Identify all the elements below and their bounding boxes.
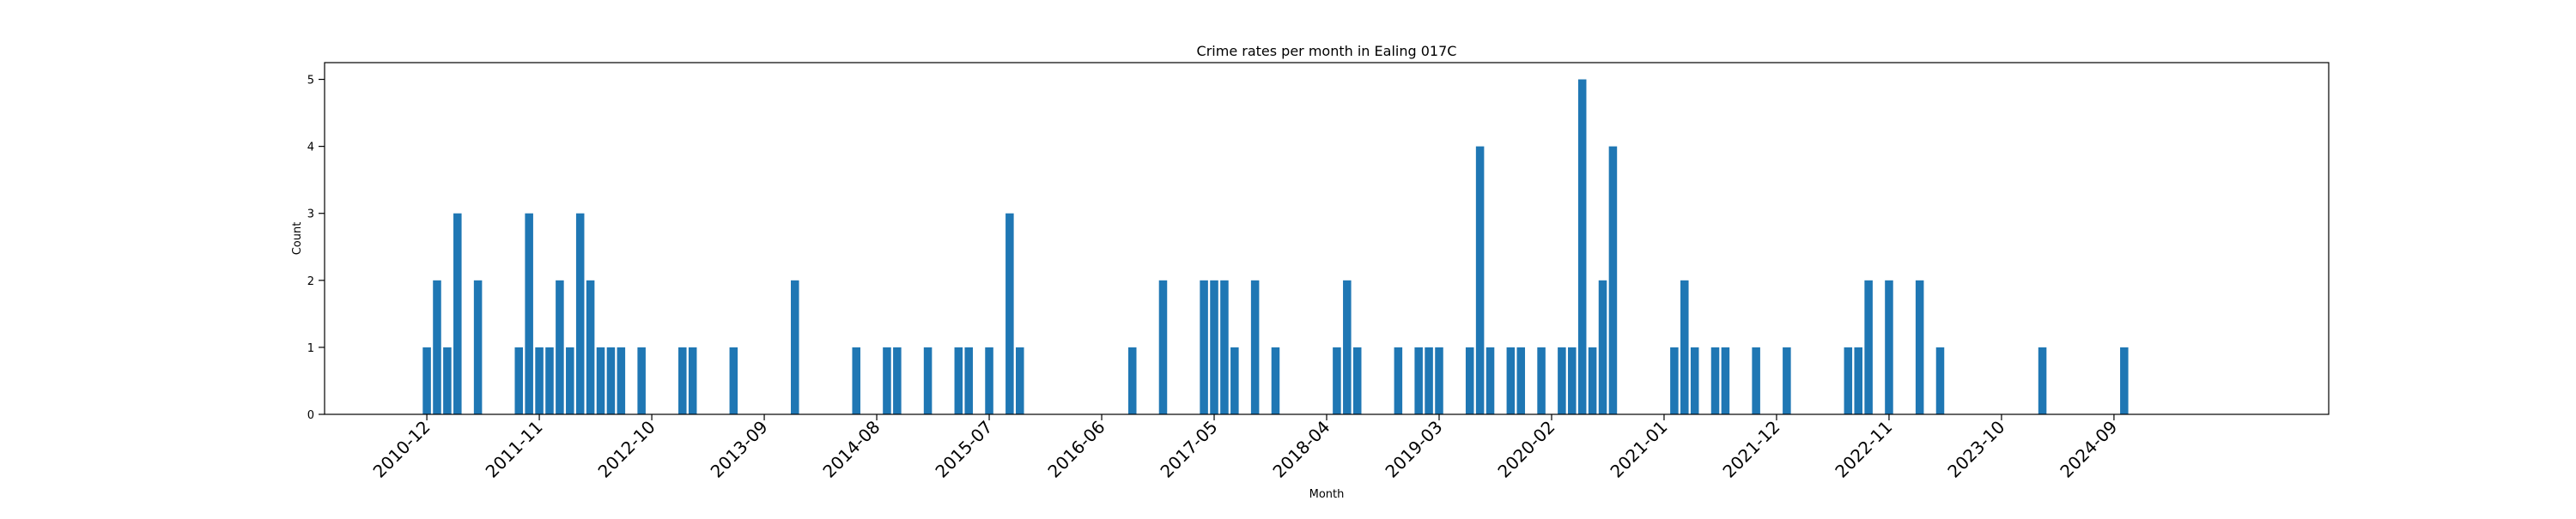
bar-2021-06 (1710, 347, 1720, 414)
y-tick-label: 4 (307, 142, 314, 154)
bar-2010-12 (422, 347, 431, 414)
bar-2017-06 (1220, 280, 1229, 414)
bar-2024-02 (2038, 347, 2047, 414)
bar-2014-10 (893, 347, 902, 414)
bar-2020-05 (1577, 79, 1587, 415)
bar-2023-04 (1935, 347, 1945, 414)
bar-2011-12 (545, 347, 554, 414)
bar-2021-10 (1752, 347, 1760, 414)
bar-2012-01 (556, 280, 564, 414)
bar-2012-05 (596, 347, 605, 414)
bar-2012-02 (566, 347, 574, 414)
bar-2011-09 (514, 347, 524, 414)
bar-2019-08 (1485, 347, 1495, 414)
bar-2016-12 (1158, 280, 1168, 414)
bar-2017-05 (1210, 280, 1218, 414)
bar-2016-09 (1127, 347, 1137, 414)
bar-2012-03 (575, 213, 585, 414)
y-axis: 0 1 2 3 4 5 (307, 75, 325, 422)
chart-title: Crime rates per month in Ealing 017C (1197, 43, 1457, 59)
bar-2019-07 (1475, 146, 1485, 414)
bar-2023-02 (1915, 280, 1924, 414)
bar-2019-02 (1425, 347, 1433, 414)
bar-2012-09 (637, 347, 646, 414)
bar-2013-02 (688, 347, 697, 414)
bar-2020-07 (1598, 280, 1607, 414)
bar-2014-09 (883, 347, 891, 414)
bar-2018-11 (1394, 347, 1403, 414)
bar-2019-10 (1506, 347, 1516, 414)
bar-2022-08 (1854, 347, 1862, 414)
bar-2020-01 (1537, 347, 1546, 414)
bar-2020-06 (1588, 347, 1597, 414)
bar-2011-05 (473, 280, 483, 414)
bar-2011-03 (453, 213, 462, 414)
bar-2018-06 (1343, 280, 1352, 414)
plot-frame (324, 62, 2330, 415)
bar-2022-11 (1885, 280, 1893, 414)
bar-2021-03 (1680, 280, 1689, 414)
bar-2021-07 (1721, 347, 1730, 414)
bar-2022-09 (1864, 280, 1873, 414)
bar-2015-01 (923, 347, 933, 414)
y-tick-label: 2 (307, 275, 314, 288)
y-tick-label: 0 (307, 409, 314, 422)
bar-2013-01 (678, 347, 687, 414)
bar-2021-02 (1670, 347, 1679, 414)
x-axis-label: Month (1309, 488, 1345, 501)
bar-2021-04 (1690, 347, 1699, 414)
bar-2014-06 (852, 347, 860, 414)
bar-2015-07 (985, 347, 993, 414)
bar-2012-07 (617, 347, 626, 414)
bar-2022-07 (1844, 347, 1853, 414)
bar-2018-05 (1333, 347, 1341, 414)
bar-2017-07 (1230, 347, 1239, 414)
bar-2015-05 (964, 347, 973, 414)
bar-2013-06 (729, 347, 738, 414)
bar-2022-01 (1783, 347, 1791, 414)
bar-2015-10 (1015, 347, 1024, 414)
y-tick-label: 1 (307, 342, 314, 355)
bars-group (422, 79, 2129, 415)
bar-2019-11 (1516, 347, 1526, 414)
bar-2019-01 (1414, 347, 1423, 414)
y-tick-label: 5 (307, 75, 314, 88)
bar-2019-03 (1435, 347, 1443, 414)
bar-2024-10 (2120, 347, 2129, 414)
bar-2011-11 (535, 347, 544, 414)
bar-2015-04 (954, 347, 963, 414)
bar-2017-09 (1250, 280, 1260, 414)
bar-2020-04 (1568, 347, 1577, 414)
bar-2015-09 (1005, 213, 1014, 414)
y-axis-label: Count (291, 222, 304, 256)
bar-2011-10 (525, 213, 533, 414)
bar-2013-12 (791, 280, 799, 414)
bar-2019-06 (1465, 347, 1474, 414)
bar-2017-11 (1271, 347, 1280, 414)
bar-2012-06 (606, 347, 616, 414)
bar-2020-03 (1558, 347, 1566, 414)
bar-2011-01 (433, 280, 441, 414)
bar-2011-02 (443, 347, 452, 414)
bar-2012-04 (586, 280, 595, 414)
y-tick-label: 3 (307, 208, 314, 221)
bar-2020-08 (1608, 146, 1618, 414)
bar-2018-07 (1352, 347, 1362, 414)
bar-2017-04 (1200, 280, 1208, 414)
